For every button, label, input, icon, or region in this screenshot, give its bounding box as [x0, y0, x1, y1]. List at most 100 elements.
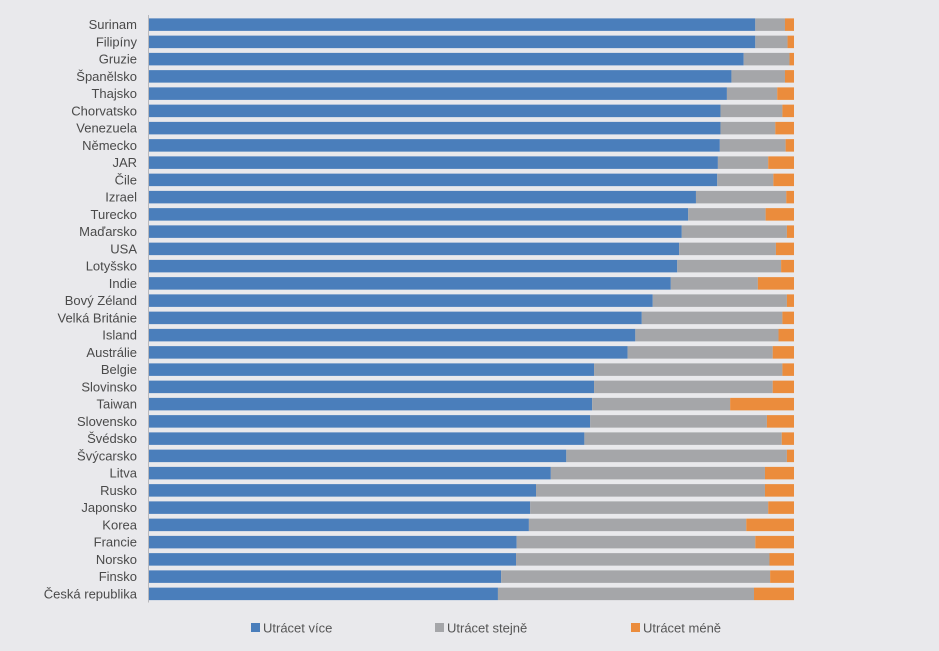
bar-segment-3-32: [769, 553, 794, 566]
bar-segment-1-5: [149, 87, 727, 100]
bar-segment-3-31: [755, 535, 794, 549]
category-label: Thajsko: [91, 86, 137, 101]
bar-segment-1-14: [149, 242, 680, 256]
bar-segment-2-25: [584, 432, 782, 445]
category-label: Turecko: [91, 207, 137, 222]
bar-segment-3-24: [766, 415, 794, 428]
bar-segment-1-10: [149, 173, 718, 187]
category-label: Belgie: [101, 362, 137, 377]
bar-segment-1-19: [149, 328, 636, 342]
category-label: Slovensko: [77, 414, 137, 429]
bar-segment-1-34: [149, 587, 498, 601]
bar-segment-2-8: [719, 139, 786, 152]
bar-segment-2-7: [720, 121, 776, 135]
bar-segment-1-17: [149, 294, 653, 307]
bar-segment-1-27: [149, 466, 551, 480]
legend-label: Utrácet více: [263, 621, 332, 636]
category-label: Španělsko: [76, 69, 137, 84]
bar-segment-1-12: [149, 208, 689, 221]
category-label: Austrálie: [86, 345, 137, 360]
legend-swatch: [435, 623, 444, 632]
bar-segment-3-27: [764, 466, 794, 480]
category-label: Švýcarsko: [77, 448, 137, 463]
bar-segment-1-21: [149, 363, 595, 376]
category-label: Venezuela: [76, 121, 137, 136]
bar-segment-1-4: [149, 70, 732, 83]
bar-segment-3-5: [777, 87, 794, 100]
bar-segment-3-4: [784, 70, 794, 83]
bar-segment-3-19: [778, 328, 794, 342]
bar-segment-1-33: [149, 570, 502, 583]
category-label: Surinam: [89, 17, 137, 32]
bar-segment-3-22: [772, 380, 794, 394]
category-label: Čile: [115, 172, 137, 187]
category-label: Japonsko: [81, 500, 137, 515]
category-label: Lotyšsko: [86, 259, 137, 274]
category-label: Litva: [110, 466, 138, 481]
category-label: Korea: [102, 517, 137, 532]
bar-segment-3-28: [764, 484, 794, 497]
bar-segment-2-15: [677, 259, 782, 273]
category-label: Gruzie: [99, 52, 137, 67]
bar-segment-2-30: [528, 518, 747, 532]
bar-segment-3-1: [784, 18, 794, 31]
bar-segment-3-16: [757, 277, 794, 290]
bar-segment-1-16: [149, 277, 671, 290]
bar-segment-1-20: [149, 346, 628, 359]
bar-segment-3-20: [772, 346, 794, 359]
legend-swatch: [251, 623, 260, 632]
bar-segment-2-23: [592, 397, 731, 411]
bar-segment-3-14: [775, 242, 794, 256]
bar-segment-2-12: [688, 208, 766, 221]
bar-segment-1-1: [149, 18, 756, 31]
bars-layer: [149, 18, 795, 601]
category-label: Chorvatsko: [71, 103, 137, 118]
bar-segment-3-6: [782, 104, 794, 118]
bar-segment-3-2: [787, 35, 794, 49]
category-label: Izrael: [105, 190, 137, 205]
bar-segment-1-22: [149, 380, 595, 394]
bar-segment-2-32: [516, 553, 770, 566]
bar-segment-3-30: [746, 518, 794, 532]
bar-segment-2-3: [743, 52, 790, 66]
bar-segment-2-17: [652, 294, 787, 307]
category-label: Německo: [82, 138, 137, 153]
bar-segment-1-9: [149, 156, 718, 169]
bar-segment-2-24: [590, 415, 767, 428]
bar-segment-2-22: [594, 380, 773, 394]
bar-segment-1-7: [149, 121, 721, 135]
bar-segment-3-3: [789, 52, 794, 66]
bar-segment-2-29: [530, 501, 769, 514]
bar-segment-1-18: [149, 311, 642, 325]
bar-segment-1-3: [149, 52, 744, 66]
bar-segment-3-7: [775, 121, 794, 135]
category-label: Bový Zéland: [65, 293, 137, 308]
bar-segment-1-13: [149, 225, 682, 238]
category-label: Finsko: [99, 569, 137, 584]
bar-segment-2-28: [536, 484, 765, 497]
bar-segment-1-2: [149, 35, 756, 49]
category-label: USA: [110, 241, 137, 256]
bar-segment-2-6: [720, 104, 783, 118]
bar-segment-2-34: [497, 587, 754, 601]
bar-segment-3-13: [786, 225, 795, 238]
category-label: Maďarsko: [79, 224, 137, 239]
bar-segment-3-18: [782, 311, 794, 325]
bar-segment-3-21: [782, 363, 794, 376]
bar-segment-2-18: [641, 311, 783, 325]
bar-segment-3-8: [785, 139, 795, 152]
legend-swatch: [631, 623, 640, 632]
bar-segment-2-33: [501, 570, 771, 583]
category-label: Indie: [109, 276, 137, 291]
bar-segment-2-13: [681, 225, 787, 238]
category-labels: Surinam Filipíny Gruzie Španělsko Thajsko Cho…: [44, 17, 138, 601]
bar-segment-3-26: [786, 449, 795, 463]
bar-segment-2-19: [635, 328, 779, 342]
bar-segment-1-28: [149, 484, 536, 497]
bar-segment-3-9: [768, 156, 794, 169]
legend-label: Utrácet stejně: [447, 621, 527, 636]
bar-segment-1-6: [149, 104, 721, 118]
bar-segment-1-15: [149, 259, 678, 273]
bar-segment-2-14: [679, 242, 776, 256]
